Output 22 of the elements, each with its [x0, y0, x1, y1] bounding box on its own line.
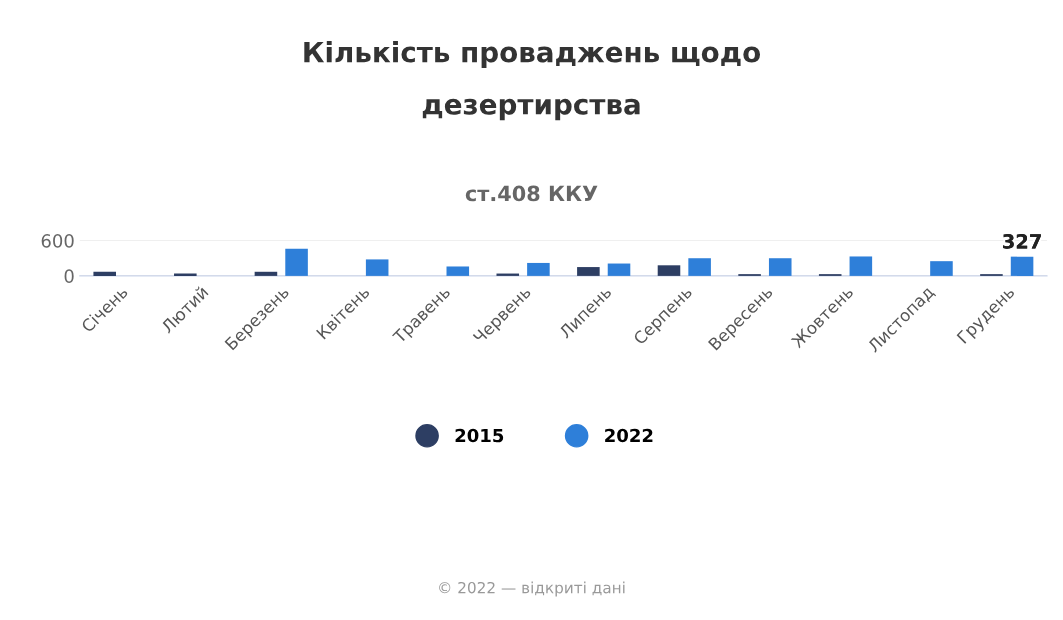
bar — [285, 248, 308, 276]
bar — [930, 261, 953, 276]
bar — [688, 258, 711, 276]
bar — [93, 271, 116, 276]
bar — [577, 267, 600, 276]
chart-subtitle: ст.408 ККУ — [465, 185, 598, 202]
legend-label: 2015 — [455, 428, 504, 443]
data-label: 327 — [1003, 234, 1041, 249]
chart-title: Кількість проваджень щодо дезертирства — [304, 41, 761, 121]
text: © 2022 — відкриті дані — [439, 581, 625, 597]
bar — [254, 271, 278, 276]
bar — [1010, 256, 1034, 276]
bar — [607, 263, 631, 276]
bar — [446, 266, 470, 276]
bar — [849, 256, 873, 276]
legend-label: 2022 — [605, 428, 653, 443]
bar — [657, 265, 681, 276]
y-tick-label: 0 — [64, 269, 74, 284]
bar — [527, 262, 550, 276]
bar — [365, 259, 389, 276]
y-tick-label: 600 — [41, 234, 74, 248]
bar — [768, 258, 792, 276]
